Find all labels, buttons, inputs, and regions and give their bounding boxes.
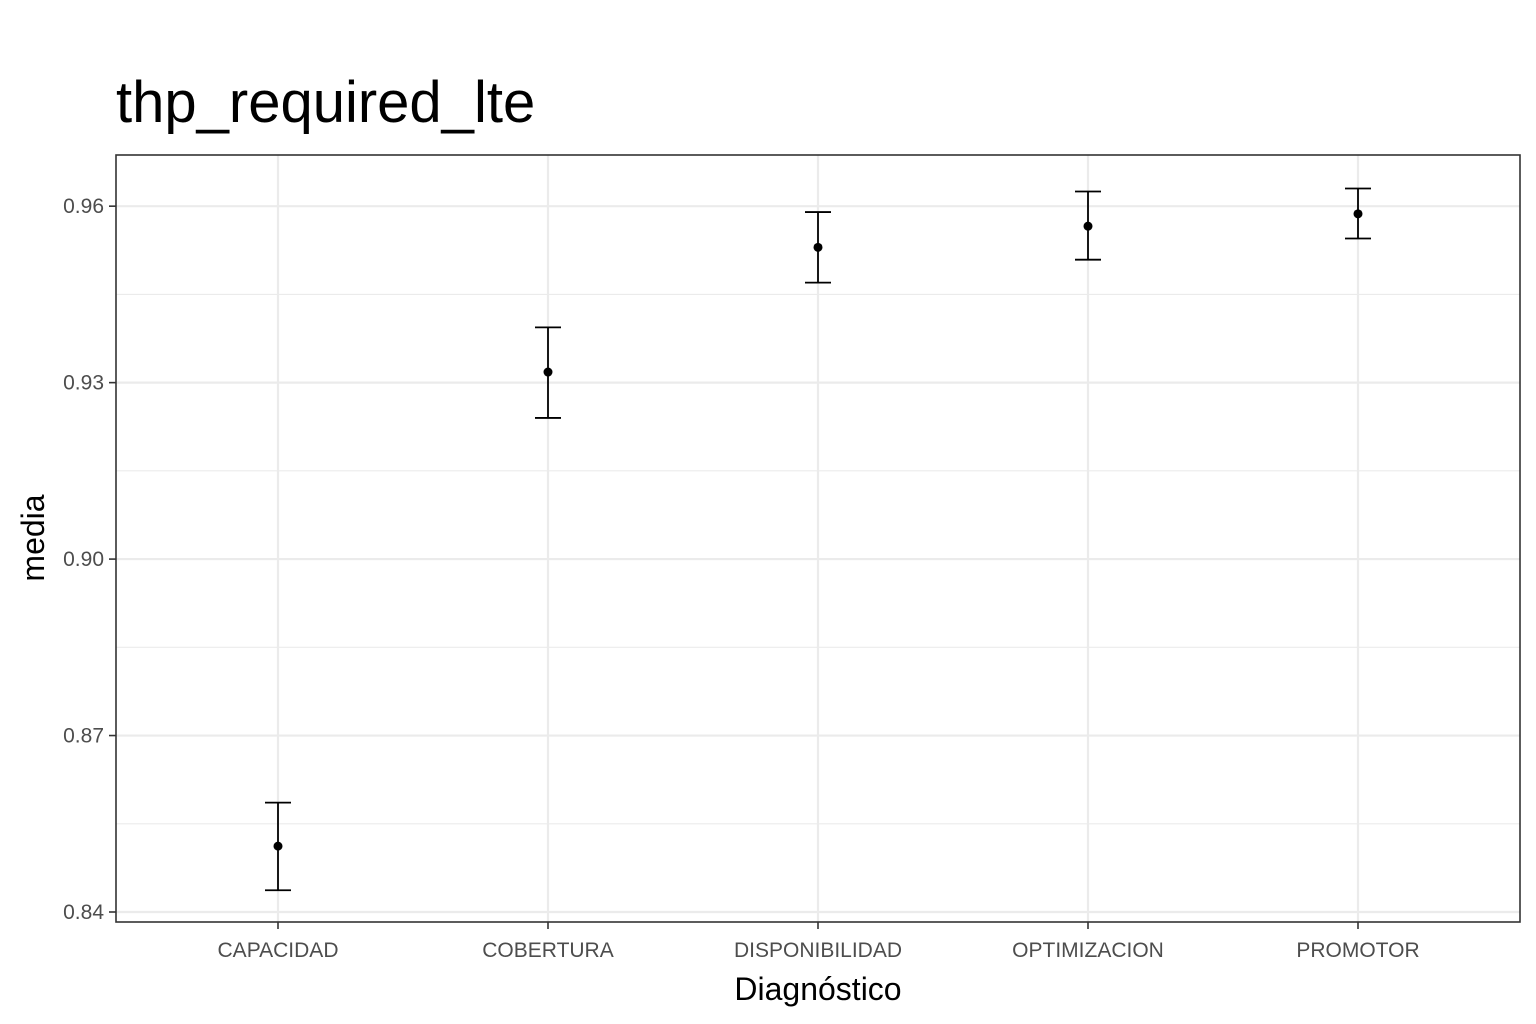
data-points <box>273 209 1363 851</box>
data-point <box>543 367 553 377</box>
x-tick-label: OPTIMIZACION <box>1012 939 1164 962</box>
data-point <box>273 841 283 851</box>
y-tick-label: 0.90 <box>63 548 104 571</box>
y-tick-label: 0.84 <box>63 901 104 924</box>
x-axis-title: Diagnóstico <box>734 971 901 1007</box>
data-point <box>1353 209 1363 219</box>
y-tick-label: 0.87 <box>63 725 104 748</box>
x-axis-ticks: CAPACIDAD COBERTURA DISPONIBILIDAD OPTIMIZA… <box>218 922 1420 962</box>
x-tick-label: CAPACIDAD <box>218 939 339 962</box>
y-axis-ticks: 0.84 0.87 0.90 0.93 0.96 <box>63 195 116 924</box>
data-point <box>1083 221 1093 231</box>
chart-title: thp_required_lte <box>116 70 535 135</box>
y-tick-label: 0.96 <box>63 195 104 218</box>
x-tick-label: PROMOTOR <box>1296 939 1419 962</box>
y-axis-title: media <box>15 494 51 581</box>
y-tick-label: 0.93 <box>63 372 104 395</box>
x-tick-label: DISPONIBILIDAD <box>734 939 902 962</box>
data-point <box>813 242 823 252</box>
x-tick-label: COBERTURA <box>482 939 613 962</box>
